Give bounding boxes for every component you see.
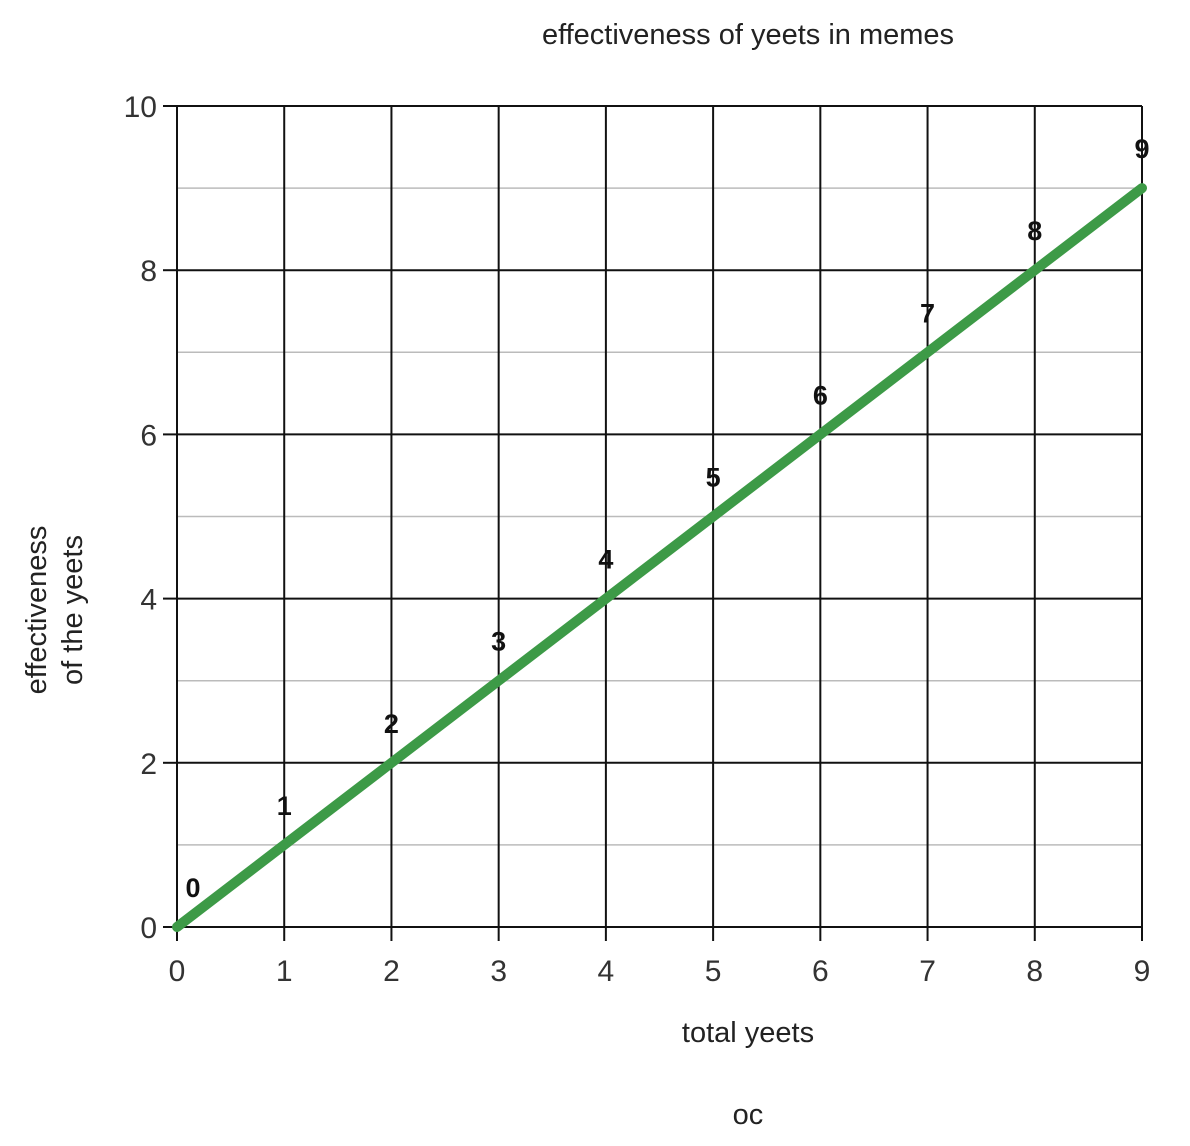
x-tick-label: 3 [490, 955, 507, 988]
data-label: 6 [813, 380, 828, 410]
y-tick-label: 2 [140, 748, 157, 781]
y-tick-label: 10 [124, 91, 157, 124]
x-tick-label: 0 [169, 955, 186, 988]
series-layer [172, 183, 1147, 932]
x-tick-label: 5 [705, 955, 722, 988]
y-tick-label: 6 [140, 419, 157, 452]
y-axis-label-line-1: effectiveness [21, 526, 53, 695]
data-label: 0 [185, 873, 200, 903]
series-line [172, 183, 1147, 932]
x-tick-label: 9 [1134, 955, 1151, 988]
y-tick-label: 0 [140, 912, 157, 945]
data-point [709, 512, 718, 521]
y-tick-label: 4 [140, 584, 157, 617]
data-point [387, 758, 396, 767]
x-tick-label: 2 [383, 955, 400, 988]
data-label: 9 [1134, 134, 1149, 164]
data-point [1030, 266, 1039, 275]
data-label: 3 [491, 627, 506, 657]
data-label: 7 [920, 298, 935, 328]
x-tick-label: 7 [919, 955, 936, 988]
data-point [923, 348, 932, 357]
minor-grid [177, 187, 1142, 846]
data-label: 5 [706, 463, 721, 493]
data-point [1138, 184, 1146, 193]
data-point [816, 430, 825, 439]
x-tick-label: 4 [598, 955, 615, 988]
x-axis-label: total yeets [682, 1017, 814, 1049]
data-point [601, 594, 610, 603]
x-axis-ticks: 0 1 2 3 4 5 6 7 8 9 [169, 927, 1151, 988]
data-point [173, 923, 181, 931]
y-tick-label: 8 [140, 255, 157, 288]
data-label: 4 [598, 545, 613, 575]
data-point [494, 676, 503, 685]
x-tick-label: 8 [1026, 955, 1043, 988]
x-tick-label: 6 [812, 955, 829, 988]
data-label: 8 [1027, 216, 1042, 246]
x-tick-label: 1 [276, 955, 293, 988]
data-point [280, 840, 289, 849]
major-grid [176, 105, 1143, 928]
chart-caption: oc [733, 1099, 764, 1131]
y-axis-label-line-2: of the yeets [57, 535, 89, 685]
y-axis-ticks: 0 2 4 6 8 10 [124, 91, 177, 945]
data-label: 1 [277, 791, 292, 821]
data-label: 2 [384, 709, 399, 739]
y-axis-label: effectiveness of the yeets [21, 526, 89, 695]
chart-title: effectiveness of yeets in memes [542, 19, 954, 51]
point-labels: 0 1 2 3 4 5 6 7 8 9 [185, 134, 1149, 903]
